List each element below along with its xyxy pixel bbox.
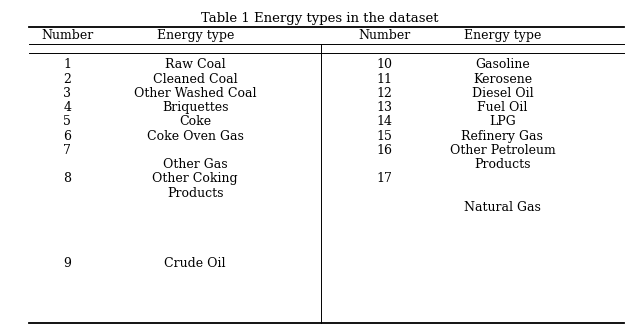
Text: 10: 10 (376, 58, 392, 71)
Text: 3: 3 (63, 87, 71, 100)
Text: 4: 4 (63, 101, 71, 114)
Text: 11: 11 (376, 72, 392, 86)
Text: Gasoline: Gasoline (475, 58, 530, 71)
Text: 8: 8 (63, 172, 71, 186)
Text: Number: Number (41, 29, 93, 42)
Text: Number: Number (358, 29, 410, 42)
Text: 12: 12 (376, 87, 392, 100)
Text: Products: Products (167, 187, 223, 200)
Text: LPG: LPG (489, 115, 516, 128)
Text: Products: Products (474, 158, 531, 171)
Text: Fuel Oil: Fuel Oil (477, 101, 527, 114)
Text: Other Washed Coal: Other Washed Coal (134, 87, 257, 100)
Text: Table 1 Energy types in the dataset: Table 1 Energy types in the dataset (201, 12, 439, 25)
Text: Crude Oil: Crude Oil (164, 257, 226, 271)
Text: Natural Gas: Natural Gas (464, 201, 541, 214)
Text: Briquettes: Briquettes (162, 101, 228, 114)
Text: Energy type: Energy type (464, 29, 541, 42)
Text: Diesel Oil: Diesel Oil (472, 87, 533, 100)
Text: Other Petroleum: Other Petroleum (449, 144, 556, 157)
Text: Energy type: Energy type (157, 29, 234, 42)
Text: Other Gas: Other Gas (163, 158, 227, 171)
Text: Kerosene: Kerosene (473, 72, 532, 86)
Text: 9: 9 (63, 257, 71, 271)
Text: Cleaned Coal: Cleaned Coal (153, 72, 237, 86)
Text: Refinery Gas: Refinery Gas (461, 129, 543, 143)
Text: 2: 2 (63, 72, 71, 86)
Text: 1: 1 (63, 58, 71, 71)
Text: 14: 14 (376, 115, 392, 128)
Text: 5: 5 (63, 115, 71, 128)
Text: 6: 6 (63, 129, 71, 143)
Text: Coke Oven Gas: Coke Oven Gas (147, 129, 244, 143)
Text: 15: 15 (376, 129, 392, 143)
Text: 7: 7 (63, 144, 71, 157)
Text: Raw Coal: Raw Coal (165, 58, 225, 71)
Text: Coke: Coke (179, 115, 211, 128)
Text: 13: 13 (376, 101, 392, 114)
Text: 17: 17 (376, 172, 392, 186)
Text: 16: 16 (376, 144, 392, 157)
Text: Other Coking: Other Coking (152, 172, 238, 186)
